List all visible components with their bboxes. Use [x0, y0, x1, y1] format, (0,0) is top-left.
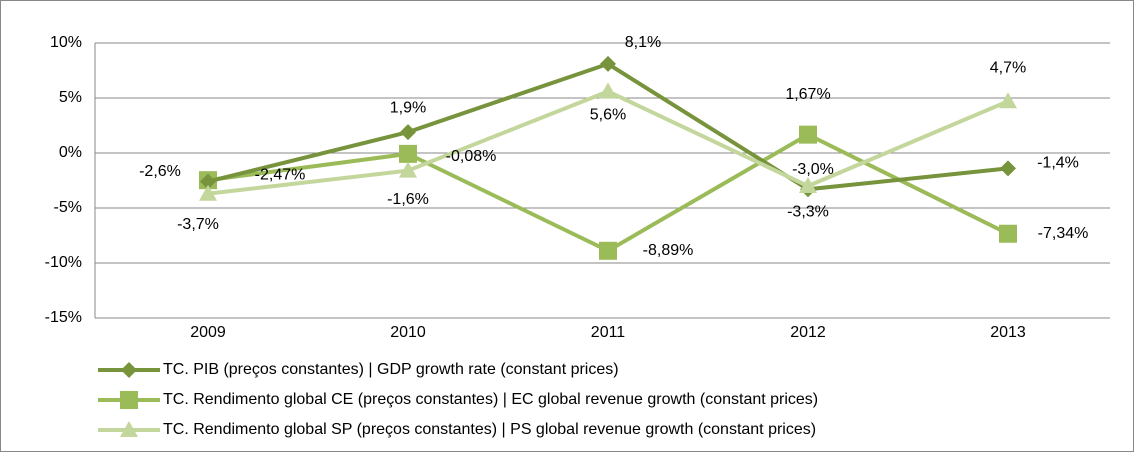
- x-tick-label: 2009: [190, 324, 226, 341]
- legend-label: TC. Rendimento global SP (preços constan…: [163, 421, 816, 438]
- point: [799, 125, 817, 144]
- legend-label: TC. PIB (preços constantes) | GDP growth…: [163, 361, 619, 378]
- data-label: -7,34%: [1038, 225, 1089, 242]
- x-tick-label: 2010: [390, 324, 426, 341]
- data-label: -3,7%: [177, 216, 219, 233]
- point: [999, 224, 1017, 243]
- x-tick-label: 2013: [990, 324, 1026, 341]
- data-label: 5,6%: [590, 107, 626, 124]
- data-label: 1,67%: [785, 86, 830, 103]
- point: [599, 241, 617, 260]
- data-label: -0,08%: [446, 148, 497, 165]
- point: [799, 177, 817, 193]
- y-tick-label: 0%: [59, 144, 82, 161]
- data-label: -1,6%: [387, 191, 429, 208]
- point: [399, 161, 417, 178]
- point: [199, 184, 217, 201]
- data-label: 8,1%: [625, 34, 661, 51]
- y-tick-label: 10%: [50, 34, 82, 51]
- legend-marker: [120, 421, 138, 437]
- point: [200, 173, 216, 190]
- y-tick-label: -10%: [45, 254, 82, 271]
- data-label: 4,7%: [990, 60, 1026, 77]
- point: [999, 92, 1017, 109]
- legend-marker: [121, 362, 137, 378]
- data-label: 1,9%: [390, 99, 426, 116]
- data-label: -2,47%: [255, 166, 306, 183]
- point: [600, 55, 616, 72]
- y-tick-label: 5%: [59, 89, 82, 106]
- y-tick-label: -15%: [45, 309, 82, 326]
- data-label: -3,3%: [787, 204, 829, 221]
- y-tick-label: -5%: [54, 199, 82, 216]
- point: [1000, 160, 1016, 177]
- point: [399, 144, 417, 163]
- data-label: -3,0%: [792, 161, 834, 178]
- point: [599, 82, 617, 99]
- x-tick-label: 2012: [790, 324, 826, 341]
- data-label: -8,89%: [643, 242, 694, 259]
- legend-marker: [120, 391, 138, 409]
- legend-label: TC. Rendimento global CE (preços constan…: [163, 391, 818, 408]
- data-label: -2,6%: [139, 163, 181, 180]
- data-label: -1,4%: [1037, 155, 1079, 172]
- point: [400, 124, 416, 141]
- x-tick-label: 2011: [591, 324, 626, 341]
